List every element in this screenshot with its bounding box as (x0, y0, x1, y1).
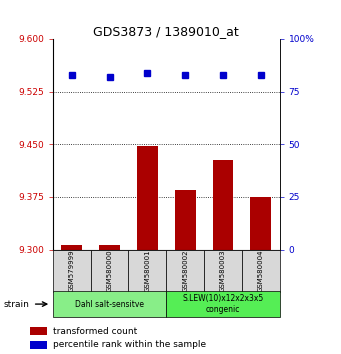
Text: percentile rank within the sample: percentile rank within the sample (53, 340, 206, 349)
Text: GSM580004: GSM580004 (258, 250, 264, 292)
Bar (166, 250, 204, 292)
Bar (30, 341, 47, 349)
Bar (166, 291, 280, 317)
Bar (53, 291, 166, 317)
Text: GSM580003: GSM580003 (220, 250, 226, 292)
Bar (30, 327, 47, 335)
Text: GSM579999: GSM579999 (69, 250, 75, 292)
Bar (99, 245, 120, 250)
Bar (53, 250, 91, 292)
Text: Dahl salt-sensitve: Dahl salt-sensitve (75, 299, 144, 309)
Text: GSM580001: GSM580001 (144, 250, 150, 292)
Bar (129, 250, 166, 292)
Bar (242, 250, 280, 292)
Text: GSM580002: GSM580002 (182, 250, 188, 292)
Bar (175, 190, 195, 250)
Bar (91, 250, 129, 292)
Text: GSM580000: GSM580000 (106, 250, 113, 292)
Bar (61, 245, 82, 250)
Bar (137, 146, 158, 250)
Bar (212, 160, 233, 250)
Text: S.LEW(10)x12x2x3x5
congenic: S.LEW(10)x12x2x3x5 congenic (182, 295, 264, 314)
Text: strain: strain (3, 299, 29, 309)
Bar (204, 250, 242, 292)
Text: transformed count: transformed count (53, 327, 137, 336)
Title: GDS3873 / 1389010_at: GDS3873 / 1389010_at (93, 25, 239, 38)
Bar (250, 197, 271, 250)
